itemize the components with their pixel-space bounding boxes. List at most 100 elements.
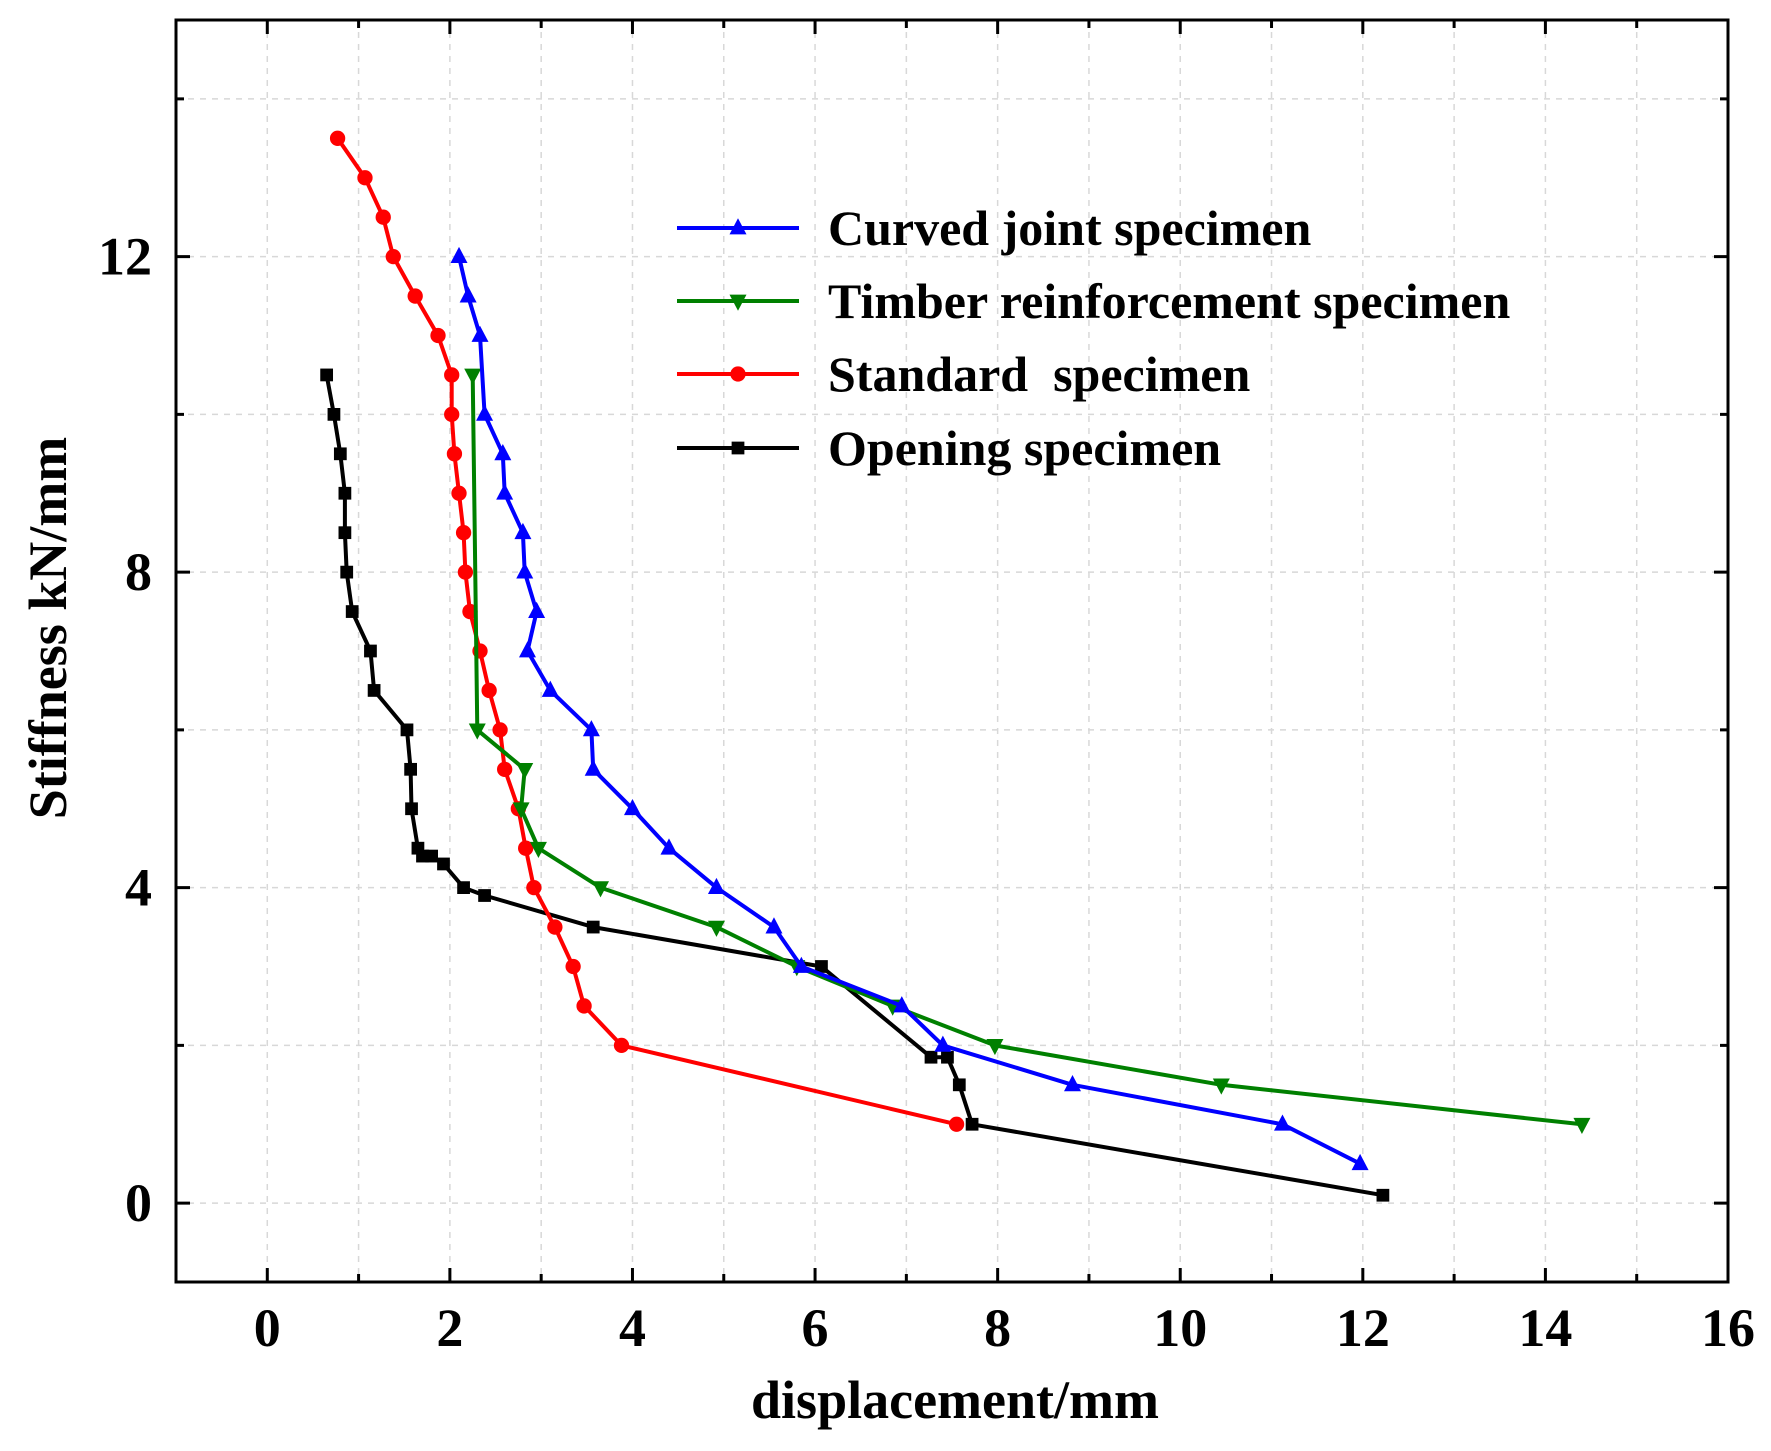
data-point xyxy=(340,565,354,579)
data-point xyxy=(496,483,514,500)
x-tick-label: 0 xyxy=(254,1298,281,1358)
data-point xyxy=(1064,1075,1082,1092)
data-point xyxy=(327,408,341,421)
data-point xyxy=(516,562,534,579)
data-point xyxy=(345,605,359,618)
data-point xyxy=(613,1037,630,1054)
data-point xyxy=(529,841,547,858)
legend-item: Opening specimen xyxy=(677,420,1221,476)
data-point xyxy=(430,327,446,344)
data-point xyxy=(948,1116,965,1132)
legend-marker xyxy=(730,366,746,382)
legend-marker xyxy=(729,218,747,235)
plot-frame xyxy=(174,18,1730,1284)
data-point xyxy=(455,525,472,541)
data-point xyxy=(464,368,482,385)
x-tick-label: 16 xyxy=(1701,1298,1755,1358)
data-point xyxy=(541,680,559,697)
data-point xyxy=(478,889,491,902)
y-tick-label: 8 xyxy=(125,542,152,602)
x-tick-label: 8 xyxy=(984,1298,1011,1358)
axes: 0 2 4 6 8 10 12 14 16 0 4 8 12 xyxy=(98,18,1755,1358)
data-point xyxy=(338,486,352,500)
y-tick-label: 12 xyxy=(98,227,152,287)
data-point xyxy=(468,723,486,740)
data-point xyxy=(792,956,810,973)
data-point xyxy=(518,840,534,856)
data-point xyxy=(476,404,494,421)
legend-label: Standard specimen xyxy=(828,346,1250,402)
data-point xyxy=(446,446,463,462)
series-curved-joint-specimen xyxy=(450,246,1369,1171)
data-point xyxy=(457,881,470,894)
data-point xyxy=(492,722,508,738)
legend: Curved joint specimen Timber reinforcemen… xyxy=(677,200,1510,476)
data-point xyxy=(357,170,373,186)
x-tick-label: 14 xyxy=(1518,1298,1572,1358)
data-point xyxy=(425,849,438,863)
data-point xyxy=(400,723,414,737)
data-point xyxy=(437,857,450,871)
series-opening-specimen xyxy=(320,368,1390,1202)
data-point xyxy=(1273,1114,1291,1131)
data-point xyxy=(329,130,346,146)
legend-marker xyxy=(731,441,745,455)
data-point xyxy=(338,526,352,540)
x-tick-label: 6 xyxy=(802,1298,829,1358)
data-point xyxy=(934,1035,952,1052)
legend-label: Opening specimen xyxy=(828,420,1221,476)
data-point xyxy=(333,447,347,461)
data-point xyxy=(707,920,725,937)
data-point xyxy=(592,881,610,898)
legend-item: Timber reinforcement specimen xyxy=(677,273,1510,329)
data-point xyxy=(707,877,725,894)
data-point xyxy=(924,1050,938,1064)
data-point xyxy=(941,1050,954,1064)
data-point xyxy=(815,960,828,973)
y-axis-title: Stiffness kN/mm xyxy=(18,437,78,820)
data-point xyxy=(444,367,460,383)
legend-label: Timber reinforcement specimen xyxy=(828,273,1510,329)
data-point xyxy=(893,996,911,1013)
data-point xyxy=(952,1078,966,1092)
data-point xyxy=(623,798,641,816)
data-point xyxy=(457,564,474,580)
legend-marker xyxy=(729,294,747,311)
data-point xyxy=(1212,1078,1230,1095)
data-point xyxy=(1573,1117,1591,1135)
data-point xyxy=(586,920,600,934)
data-point xyxy=(459,286,477,303)
data-point xyxy=(481,682,497,699)
data-point xyxy=(582,720,600,737)
data-point xyxy=(1351,1153,1369,1171)
x-tick-label: 10 xyxy=(1153,1298,1207,1358)
data-point xyxy=(547,919,563,935)
data-point xyxy=(497,761,513,777)
data-point xyxy=(367,684,381,697)
data-point xyxy=(565,958,581,975)
y-tick-label: 0 xyxy=(125,1173,152,1233)
x-tick-label: 2 xyxy=(436,1298,463,1358)
x-axis-title: displacement/mm xyxy=(751,1370,1159,1430)
x-tick-label: 12 xyxy=(1336,1298,1390,1358)
data-point xyxy=(584,759,602,776)
data-point xyxy=(514,522,532,540)
data-point xyxy=(405,802,418,816)
data-point xyxy=(375,209,391,225)
legend-item: Curved joint specimen xyxy=(677,200,1311,256)
data-point xyxy=(1376,1188,1390,1202)
series-layer xyxy=(320,130,1591,1202)
data-point xyxy=(660,838,678,855)
data-point xyxy=(986,1039,1004,1056)
data-point xyxy=(450,246,468,263)
data-point xyxy=(494,444,512,461)
x-tick-label: 4 xyxy=(619,1298,646,1358)
data-point xyxy=(451,485,467,501)
data-point xyxy=(518,641,536,658)
legend-label: Curved joint specimen xyxy=(828,200,1311,256)
data-point xyxy=(516,762,534,780)
legend-item: Standard specimen xyxy=(677,346,1250,402)
data-point xyxy=(364,644,377,658)
